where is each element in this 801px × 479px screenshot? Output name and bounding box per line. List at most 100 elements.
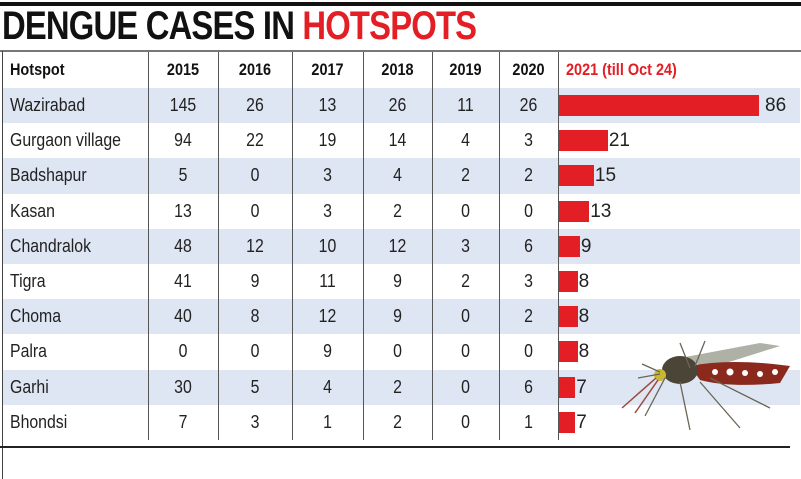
year-value: 14 — [388, 130, 407, 151]
year-value: 0 — [250, 200, 260, 221]
bar-value-2021: 86 — [765, 95, 787, 116]
year-value: 2 — [461, 271, 470, 291]
hotspot-name: Gurgaon village — [10, 130, 121, 151]
column-divider — [363, 52, 364, 440]
column-header: 2018 — [381, 60, 414, 79]
bar-value-2021: 7 — [576, 376, 587, 398]
bottom-rule — [0, 446, 790, 448]
year-value: 4 — [393, 165, 402, 186]
bar-value-2021: 9 — [580, 235, 592, 257]
year-value: 26 — [246, 95, 264, 115]
bar-2021 — [559, 271, 578, 292]
table-row: Wazirabad 145 26 13 26 11 26 86 — [3, 88, 800, 124]
year-value: 5 — [178, 165, 188, 186]
year-value: 6 — [524, 376, 533, 397]
bar-value-2021: 15 — [594, 165, 617, 187]
year-value: 2 — [393, 200, 402, 221]
bar-2021 — [559, 200, 590, 222]
title-red: HOTSPOTS — [302, 4, 477, 48]
year-value: 9 — [250, 271, 260, 291]
year-value: 2 — [461, 165, 470, 186]
table-row: Kasan 13 0 3 2 0 0 13 — [3, 194, 800, 229]
table-row: Gurgaon village 94 22 19 14 4 3 21 — [3, 123, 800, 158]
year-value: 30 — [174, 376, 192, 397]
column-header: Hotspot — [10, 60, 65, 79]
column-divider — [499, 52, 500, 440]
table-row: Bhondsi 7 3 1 2 0 1 7 — [3, 405, 800, 440]
bar-2021 — [559, 165, 594, 187]
year-value: 2 — [524, 165, 533, 186]
year-value: 0 — [461, 341, 470, 362]
year-value: 3 — [524, 271, 533, 291]
bar-value-2021: 21 — [608, 130, 630, 152]
hotspot-name: Badshapur — [10, 165, 87, 186]
year-value: 0 — [250, 341, 260, 362]
table-row: Chandralok 48 12 10 12 3 6 9 — [3, 228, 800, 264]
year-value: 2 — [524, 306, 533, 327]
hotspot-name: Palra — [10, 341, 47, 362]
year-value: 11 — [457, 95, 474, 115]
year-value: 0 — [524, 200, 533, 221]
year-value: 9 — [323, 341, 332, 362]
column-header: 2017 — [311, 60, 344, 79]
year-value: 19 — [318, 130, 337, 151]
column-divider — [148, 52, 149, 440]
year-value: 145 — [169, 95, 197, 115]
table-row: Badshapur 5 0 3 4 2 2 15 — [3, 158, 800, 194]
bar-2021 — [559, 235, 580, 257]
column-header: 2020 — [512, 60, 545, 79]
year-value: 12 — [318, 306, 337, 327]
year-value: 0 — [461, 411, 470, 432]
year-value: 3 — [250, 411, 260, 432]
year-value: 1 — [524, 411, 533, 432]
year-value: 9 — [393, 271, 402, 291]
bar-2021 — [559, 411, 576, 433]
year-value: 13 — [318, 95, 337, 115]
year-value: 9 — [393, 306, 402, 327]
year-value: 3 — [323, 165, 332, 186]
bar-value-2021: 7 — [576, 411, 587, 433]
table-row: Choma 40 8 12 9 0 2 8 — [3, 299, 800, 335]
year-value: 48 — [174, 235, 192, 256]
year-value: 3 — [524, 130, 533, 151]
column-divider — [218, 52, 219, 440]
year-value: 12 — [388, 235, 407, 256]
year-value: 0 — [461, 376, 470, 397]
year-value: 4 — [461, 130, 470, 151]
year-value: 7 — [178, 411, 188, 432]
year-value: 4 — [323, 376, 332, 397]
bar-2021 — [559, 95, 759, 116]
year-value: 0 — [461, 306, 470, 327]
hotspot-name: Garhi — [10, 376, 49, 397]
year-value: 2 — [393, 411, 402, 432]
year-value: 0 — [250, 165, 260, 186]
year-value: 0 — [178, 341, 188, 362]
year-value: 26 — [388, 95, 407, 115]
table-row: Palra 0 0 9 0 0 0 8 — [3, 334, 800, 369]
table-top-border — [0, 50, 801, 52]
hotspot-name: Tigra — [10, 271, 46, 291]
top-rule — [0, 2, 801, 6]
year-value: 13 — [174, 200, 192, 221]
bar-2021 — [559, 306, 578, 328]
hotspot-name: Bhondsi — [10, 411, 68, 432]
hotspot-name: Choma — [10, 306, 62, 327]
column-header: 2019 — [449, 60, 482, 79]
year-value: 5 — [250, 376, 260, 397]
bar-value-2021: 8 — [578, 341, 590, 363]
year-value: 41 — [174, 271, 192, 291]
year-value: 8 — [250, 306, 260, 327]
year-value: 10 — [318, 235, 337, 256]
bar-value-2021: 8 — [578, 271, 590, 292]
year-value: 94 — [174, 130, 192, 151]
year-value: 22 — [246, 130, 264, 151]
bar-2021 — [559, 341, 578, 363]
year-value: 3 — [323, 200, 332, 221]
year-value: 2 — [393, 376, 402, 397]
column-divider — [558, 52, 559, 440]
year-value: 0 — [524, 341, 533, 362]
year-value: 26 — [519, 95, 538, 115]
hotspot-name: Chandralok — [10, 235, 92, 256]
column-divider — [292, 52, 293, 440]
year-value: 0 — [393, 341, 402, 362]
